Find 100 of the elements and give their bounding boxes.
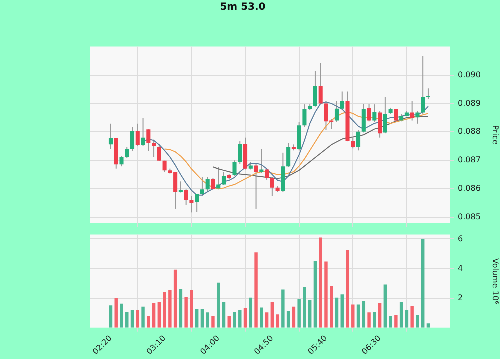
candlestick [232,160,237,177]
candlestick [157,144,162,162]
bar [260,308,264,328]
bar [206,312,210,328]
bar [368,312,371,328]
candlestick [190,196,194,214]
y-tick-label: 0.089 [458,98,481,108]
candlestick [254,164,258,210]
bar [184,297,188,328]
y-tick-label: 0.087 [458,156,481,165]
bar [362,301,366,328]
candlestick [108,123,114,150]
candlestick [120,156,124,168]
bar [190,290,194,328]
bar [346,250,350,328]
candlestick [372,104,377,123]
candlestick [141,118,146,147]
candlestick [260,149,264,174]
bar [212,316,215,328]
y-tick-label: 4 [458,264,464,273]
bar [308,300,312,328]
bar [174,270,178,328]
bar [249,298,253,328]
bar [168,290,172,328]
bar [147,316,150,328]
bar [421,239,425,328]
bar [179,289,183,328]
candlestick [216,166,221,190]
candlestick [238,141,242,165]
bar [292,306,296,328]
bar [319,238,322,328]
candlestick [206,176,210,192]
y-tick-label: 2 [458,293,464,302]
bar [324,262,328,328]
candlestick [286,142,291,168]
bar [136,310,140,328]
bar [222,302,226,328]
bar [233,312,236,328]
candlestick [184,189,188,206]
bar [109,306,113,328]
bar [356,304,360,328]
bar [340,294,344,328]
candlestick [362,103,366,134]
y-tick-label: 0.088 [458,127,481,136]
candlestick [340,91,344,110]
bar [114,298,118,328]
bar [400,302,404,328]
y-tick-label: 0.085 [458,212,481,222]
candlestick [356,130,361,152]
bar [416,315,420,328]
y-tick-label: 0.086 [458,184,481,194]
chart-title: 5m 53.0 [219,2,267,13]
bar [265,312,269,328]
bar [163,292,166,328]
bar [126,312,129,328]
bar [200,309,204,328]
candlestick [146,129,151,152]
candlestick [152,139,156,158]
y-tick-label: 0.090 [458,70,481,80]
bar [352,304,355,328]
candlestick [426,88,430,100]
y-axis-title: Price [491,125,500,145]
bar [394,315,398,328]
bar [389,316,392,328]
candlestick [200,176,204,197]
candlestick [195,194,200,213]
bar [244,308,248,328]
bar [120,304,124,328]
bar [152,303,156,328]
candlestick [334,100,340,123]
bar [298,299,301,328]
bar [335,298,339,328]
candlestick [378,110,382,138]
candlestick [410,100,414,122]
bar [254,252,258,328]
bar [130,310,134,328]
candlestick [130,126,135,152]
bar [238,310,242,328]
candlestick [318,62,323,106]
bar [282,290,285,328]
bar [216,282,220,328]
candlestick [178,181,183,194]
candlestick [297,122,302,152]
bar [158,302,162,328]
bar [410,306,414,328]
bar [286,311,290,328]
y-axis-title: Volume 10⁶ [491,258,500,304]
candlestick [367,103,372,122]
y-tick-label: 6 [458,234,464,244]
candlestick [383,96,388,134]
candlestick [270,176,274,197]
candlestick [416,110,420,124]
bar [142,306,145,328]
candlestick [125,146,130,159]
bar [405,310,409,328]
bar [303,288,306,328]
bar [378,303,382,328]
candlestick [313,70,318,108]
candlestick [222,171,226,186]
bar [373,312,376,328]
